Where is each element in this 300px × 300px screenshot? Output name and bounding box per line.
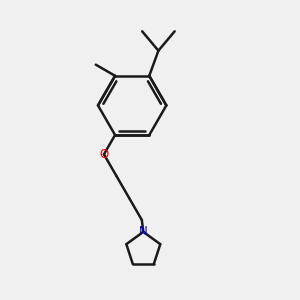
Text: O: O	[99, 148, 109, 161]
Text: N: N	[139, 225, 148, 238]
